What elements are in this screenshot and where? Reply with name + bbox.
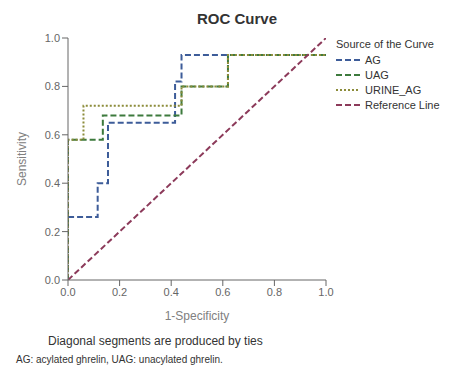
html-text:AG: AG bbox=[365, 54, 381, 66]
svg-text:1.0: 1.0 bbox=[318, 286, 333, 298]
svg-text:0.2: 0.2 bbox=[45, 226, 60, 238]
svg-text:Sensitivity: Sensitivity bbox=[15, 132, 29, 186]
svg-text:0.0: 0.0 bbox=[60, 286, 75, 298]
svg-text:0.0: 0.0 bbox=[45, 274, 60, 286]
svg-text:0.8: 0.8 bbox=[45, 80, 60, 92]
svg-text:1-Specificity: 1-Specificity bbox=[165, 309, 230, 323]
html-text:Diagonal segments are produced: Diagonal segments are produced by ties bbox=[48, 334, 263, 348]
svg-text:0.4: 0.4 bbox=[164, 286, 179, 298]
html-text:ROC Curve: ROC Curve bbox=[197, 10, 277, 27]
svg-text:0.8: 0.8 bbox=[267, 286, 282, 298]
html-text:URINE_AG: URINE_AG bbox=[365, 84, 422, 96]
html-text:Source of the Curve: Source of the Curve bbox=[336, 38, 434, 50]
svg-text:0.4: 0.4 bbox=[45, 177, 60, 189]
svg-text:0.6: 0.6 bbox=[215, 286, 230, 298]
html-text:AG: acylated ghrelin, UAG: una: AG: acylated ghrelin, UAG: unacylated gh… bbox=[16, 354, 223, 365]
html-text:UAG: UAG bbox=[365, 69, 389, 81]
html-text:Reference Line: Reference Line bbox=[365, 99, 440, 111]
svg-text:1.0: 1.0 bbox=[45, 32, 60, 44]
svg-text:0.6: 0.6 bbox=[45, 129, 60, 141]
svg-text:0.2: 0.2 bbox=[112, 286, 127, 298]
